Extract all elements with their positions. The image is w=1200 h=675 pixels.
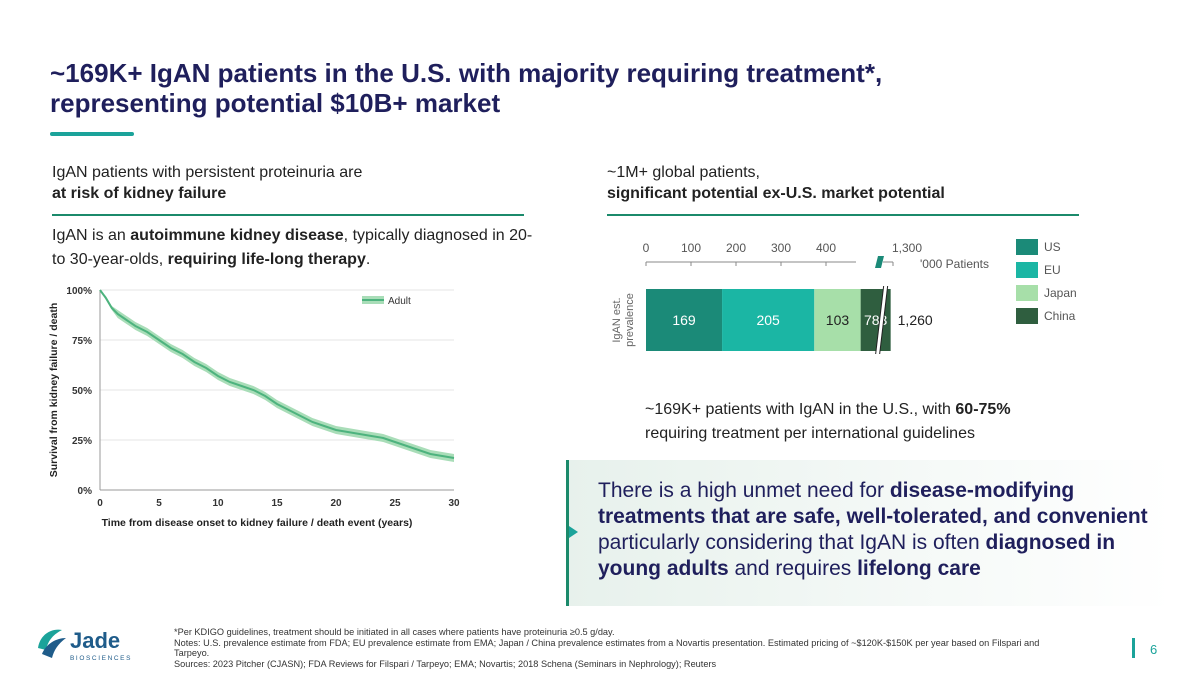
y-axis-title-line1: IgAN est. xyxy=(611,297,623,342)
emphasis-percentage: 60-75% xyxy=(955,401,1011,418)
y-axis-title-line2: prevalence xyxy=(624,293,636,347)
legend-item-us: US xyxy=(1016,235,1106,258)
legend-label: US xyxy=(1044,239,1061,254)
x-tick-label: 300 xyxy=(771,241,791,255)
x-tick-label: 1,300 xyxy=(892,241,922,255)
x-tick-label: 0 xyxy=(643,241,650,255)
legend-label: EU xyxy=(1044,262,1061,277)
bar-break-line xyxy=(879,285,889,355)
axis-break-icon xyxy=(875,256,884,268)
callout-accent-bar xyxy=(566,460,569,606)
legend-swatch xyxy=(1016,284,1038,301)
x-tick-label: 20 xyxy=(330,498,342,509)
legend-item-eu: EU xyxy=(1016,258,1106,281)
data-label-us: 169 xyxy=(672,312,696,328)
left-body-text: IgAN is an autoimmune kidney disease, ty… xyxy=(52,227,533,268)
bar-segment-us xyxy=(646,289,723,351)
x-tick-label: 400 xyxy=(816,241,836,255)
right-heading: ~1M+ global patients, significant potent… xyxy=(607,162,1077,204)
title-underline xyxy=(50,132,134,136)
right-heading-line1: ~1M+ global patients, xyxy=(607,164,760,181)
page-title: ~169K+ IgAN patients in the U.S. with ma… xyxy=(50,58,883,118)
right-divider xyxy=(607,214,1079,216)
prevalence-legend: US EU Japan China xyxy=(1016,235,1106,327)
emphasis-lifelong-therapy: requiring life-long therapy xyxy=(167,251,366,268)
bar-segment-eu xyxy=(722,289,815,351)
x-axis-title: Time from disease onset to kidney failur… xyxy=(102,517,413,529)
x-tick-label: 25 xyxy=(389,498,401,509)
footnote-line3: Sources: 2023 Pitcher (CJASN); FDA Revie… xyxy=(174,658,717,669)
legend-item-china: China xyxy=(1016,304,1106,327)
y-axis-title: Survival from kidney failure / death xyxy=(48,303,60,477)
x-tick-label: 100 xyxy=(681,241,701,255)
legend-item-japan: Japan xyxy=(1016,281,1106,304)
legend-swatch xyxy=(1016,238,1038,255)
x-tick-label: 200 xyxy=(726,241,746,255)
us-patients-note: ~169K+ patients with IgAN in the U.S., w… xyxy=(645,401,1011,442)
total-label: 1,260 xyxy=(898,312,933,328)
callout-text: There is a high unmet need for disease-m… xyxy=(598,479,1148,580)
page-number: 6 xyxy=(1150,642,1158,657)
y-tick-label: 100% xyxy=(66,286,92,297)
data-label-japan: 103 xyxy=(826,312,850,328)
unit-label: '000 Patients xyxy=(920,257,989,271)
y-tick-label: 0% xyxy=(78,486,93,497)
logo-leaf-icon xyxy=(38,629,62,650)
callout-arrow-icon xyxy=(569,526,578,538)
company-logo: Jade BIOSCIENCES xyxy=(38,628,132,662)
footnote: *Per KDIGO guidelines, treatment should … xyxy=(174,627,1074,669)
prevalence-bar-chart: 0 100 200 300 400 1,300 '000 Patients 169 205 103… xyxy=(611,241,989,355)
data-label-eu: 205 xyxy=(756,312,780,328)
logo-leaf-icon xyxy=(42,638,66,658)
legend-swatch xyxy=(1016,307,1038,324)
legend-swatch xyxy=(1016,261,1038,278)
confidence-band xyxy=(100,290,454,462)
logo-subtitle: BIOSCIENCES xyxy=(70,655,132,662)
legend-label-adult: Adult xyxy=(388,296,411,307)
x-tick-label: 15 xyxy=(271,498,283,509)
series-line-adult xyxy=(99,289,455,459)
footnote-line2: Notes: U.S. prevalence estimate from FDA… xyxy=(174,637,1040,659)
x-tick-label: 10 xyxy=(212,498,224,509)
x-tick-label: 0 xyxy=(97,498,103,509)
callout-box xyxy=(566,460,1172,606)
logo-wordmark: Jade xyxy=(70,628,120,653)
legend-label: China xyxy=(1044,308,1076,323)
bar-segment-japan xyxy=(814,289,861,351)
legend-label: Japan xyxy=(1044,285,1077,300)
left-heading: IgAN patients with persistent proteinuri… xyxy=(52,162,522,204)
bar-break-mask xyxy=(875,285,888,355)
y-tick-label: 50% xyxy=(72,386,92,397)
left-heading-line2: at risk of kidney failure xyxy=(52,185,227,202)
x-tick-label: 5 xyxy=(156,498,162,509)
survival-chart: 0% 25% 50% 75% 100% 0 5 10 15 20 25 30 Adult Time fro… xyxy=(48,286,460,529)
bar-break-line xyxy=(875,285,885,355)
y-tick-label: 25% xyxy=(72,436,92,447)
right-heading-line2: significant potential ex-U.S. market pot… xyxy=(607,185,945,202)
page-number-bar xyxy=(1132,638,1135,658)
y-tick-label: 75% xyxy=(72,336,92,347)
left-divider xyxy=(52,214,524,216)
emphasis-autoimmune: autoimmune kidney disease xyxy=(130,227,344,244)
x-tick-label: 30 xyxy=(448,498,460,509)
footnote-line1: *Per KDIGO guidelines, treatment should … xyxy=(174,627,615,637)
left-heading-line1: IgAN patients with persistent proteinuri… xyxy=(52,164,363,181)
